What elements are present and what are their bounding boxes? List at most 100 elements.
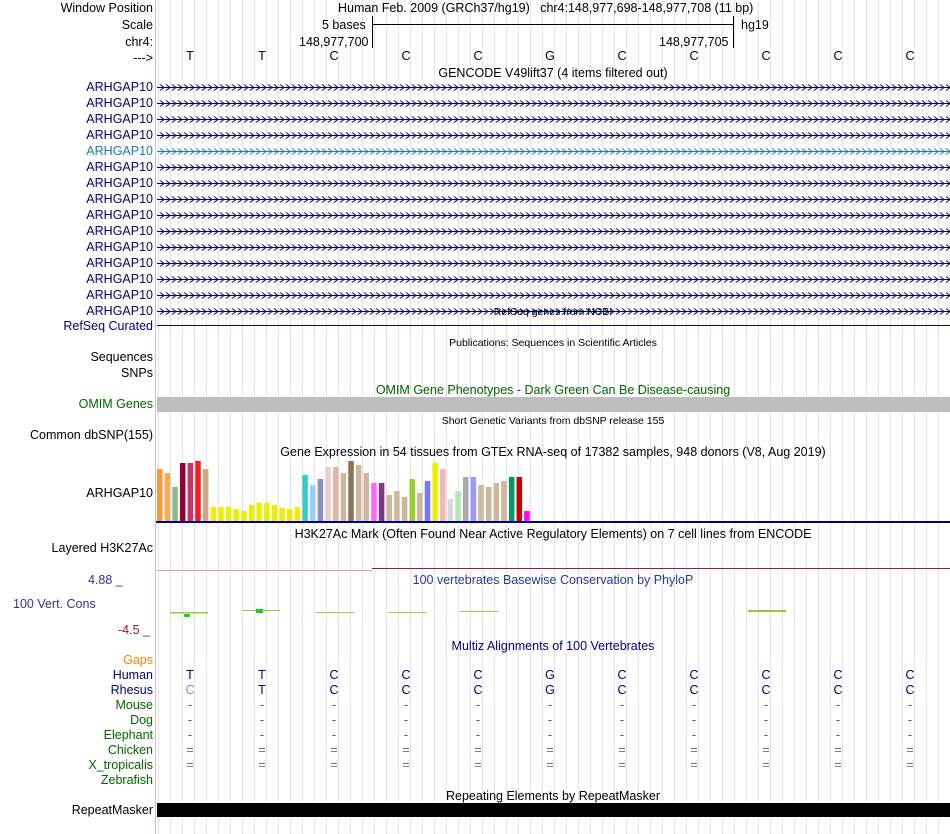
gencode-gene-feature[interactable] (157, 99, 950, 108)
repeatmasker-track-label[interactable]: RepeatMasker (71, 803, 153, 817)
gencode-gene-label[interactable]: ARHGAP10 (86, 256, 153, 270)
gtex-tissue-bar[interactable] (355, 465, 362, 521)
gtex-tissue-bar[interactable] (279, 508, 285, 521)
gtex-tissue-bar[interactable] (195, 461, 201, 521)
gtex-tissue-bar[interactable] (218, 507, 224, 521)
gtex-tissue-bar[interactable] (317, 479, 324, 521)
gtex-tissue-bar[interactable] (179, 463, 186, 521)
gtex-tissue-bar[interactable] (417, 493, 423, 521)
gtex-tissue-bar[interactable] (409, 479, 415, 521)
gtex-tissue-bar[interactable] (202, 469, 209, 521)
gtex-tissue-bar[interactable] (294, 507, 301, 521)
gencode-gene-label[interactable]: ARHGAP10 (86, 160, 153, 174)
refseq-track-title[interactable]: RefSeq genes from NCBI (493, 306, 613, 318)
gtex-tissue-bar[interactable] (386, 495, 393, 521)
gencode-gene-feature[interactable] (157, 179, 950, 188)
multiz-species-label[interactable]: Mouse (115, 698, 153, 712)
multiz-species-label[interactable]: Rhesus (110, 683, 153, 697)
dbsnp-track-title[interactable]: Short Genetic Variants from dbSNP releas… (441, 415, 665, 427)
gtex-tissue-bar[interactable] (516, 477, 523, 521)
gtex-tissue-bar[interactable] (241, 511, 247, 521)
gtex-tissue-bar[interactable] (233, 509, 240, 521)
phylop-track-title[interactable]: 100 vertebrates Basewise Conservation by… (412, 573, 694, 587)
gencode-gene-label[interactable]: ARHGAP10 (86, 288, 153, 302)
gtex-tissue-bar[interactable] (271, 505, 278, 521)
gtex-tissue-bar[interactable] (157, 469, 163, 521)
gtex-tissue-bar[interactable] (432, 463, 438, 521)
gtex-tissue-bar[interactable] (455, 491, 461, 521)
omim-track-label[interactable]: OMIM Genes (78, 397, 153, 411)
multiz-species-label[interactable]: Dog (130, 713, 153, 727)
gencode-gene-feature[interactable] (157, 227, 950, 236)
gtex-tissue-bar[interactable] (447, 499, 454, 521)
gtex-tissue-bar[interactable] (508, 477, 515, 521)
gencode-gene-feature[interactable] (157, 83, 950, 92)
multiz-species-label[interactable]: Human (112, 668, 153, 682)
gencode-gene-feature[interactable] (157, 147, 950, 156)
phylop-track-label[interactable]: 100 Vert. Cons (13, 597, 96, 611)
gencode-gene-feature[interactable] (157, 243, 950, 252)
gencode-gene-feature[interactable] (157, 211, 950, 220)
gencode-gene-label[interactable]: ARHGAP10 (86, 144, 153, 158)
gtex-tissue-bar[interactable] (172, 487, 178, 521)
gtex-tissue-bar[interactable] (478, 485, 484, 521)
gtex-tissue-bar[interactable] (164, 473, 171, 521)
gencode-gene-feature[interactable] (157, 259, 950, 268)
multiz-species-label[interactable]: Chicken (107, 743, 153, 757)
gtex-tissue-bar[interactable] (463, 477, 469, 521)
gtex-tissue-bar[interactable] (302, 475, 308, 521)
gencode-gene-label[interactable]: ARHGAP10 (86, 192, 153, 206)
publications-track-title[interactable]: Publications: Sequences in Scientific Ar… (449, 337, 657, 349)
gtex-tissue-bar[interactable] (332, 467, 339, 521)
gtex-tissue-bar[interactable] (340, 473, 347, 521)
omim-gene-bar[interactable] (157, 397, 950, 412)
publications-label-sequences[interactable]: Sequences (90, 350, 153, 364)
gtex-tissue-bar[interactable] (401, 497, 408, 521)
gencode-gene-label[interactable]: ARHGAP10 (86, 224, 153, 238)
gencode-gene-feature[interactable] (157, 163, 950, 172)
gtex-tissue-bar[interactable] (310, 485, 316, 521)
gtex-track-label[interactable]: ARHGAP10 (86, 486, 153, 500)
gtex-tissue-bar[interactable] (210, 507, 217, 521)
repeatmasker-element-bar[interactable] (157, 803, 950, 817)
gtex-tissue-bar[interactable] (424, 481, 431, 521)
gtex-tissue-bar[interactable] (256, 503, 262, 521)
gencode-gene-feature[interactable] (157, 195, 950, 204)
gtex-track-title[interactable]: Gene Expression in 54 tissues from GTEx … (280, 445, 826, 459)
gtex-tissue-bar[interactable] (378, 483, 385, 521)
gencode-gene-feature[interactable] (157, 275, 950, 284)
multiz-gaps-label[interactable]: Gaps (123, 653, 153, 667)
gencode-gene-feature[interactable] (157, 115, 950, 124)
gencode-gene-label[interactable]: ARHGAP10 (86, 272, 153, 286)
omim-track-title[interactable]: OMIM Gene Phenotypes - Dark Green Can Be… (375, 383, 731, 397)
gencode-gene-label[interactable]: ARHGAP10 (86, 96, 153, 110)
gtex-tissue-bar[interactable] (187, 463, 194, 521)
multiz-species-label[interactable]: X_tropicalis (88, 758, 153, 772)
gtex-tissue-bar[interactable] (493, 483, 500, 521)
gtex-tissue-bar[interactable] (248, 505, 255, 521)
gtex-tissue-bar[interactable] (394, 491, 400, 521)
multiz-species-label[interactable]: Zebrafish (100, 773, 153, 787)
gencode-gene-feature[interactable] (157, 131, 950, 140)
gtex-tissue-bar[interactable] (440, 469, 446, 521)
gencode-gene-label[interactable]: ARHGAP10 (86, 80, 153, 94)
refseq-track-label[interactable]: RefSeq Curated (63, 319, 153, 333)
gtex-tissue-bar[interactable] (225, 507, 232, 521)
gencode-gene-label[interactable]: ARHGAP10 (86, 208, 153, 222)
gencode-track-title[interactable]: GENCODE V49lift37 (4 items filtered out) (438, 66, 668, 80)
gtex-tissue-bar[interactable] (348, 461, 354, 521)
gtex-tissue-bar[interactable] (524, 511, 530, 521)
gtex-tissue-bar[interactable] (501, 481, 507, 521)
gencode-gene-label[interactable]: ARHGAP10 (86, 112, 153, 126)
gtex-tissue-bar[interactable] (325, 467, 331, 521)
gtex-tissue-bar[interactable] (485, 487, 492, 521)
gtex-tissue-bar[interactable] (470, 477, 477, 521)
gencode-gene-feature[interactable] (157, 307, 950, 316)
repeatmasker-track-title[interactable]: Repeating Elements by RepeatMasker (445, 789, 660, 803)
gtex-tissue-bar[interactable] (371, 483, 377, 521)
dbsnp-track-label[interactable]: Common dbSNP(155) (30, 428, 153, 442)
h3k27ac-track-title[interactable]: H3K27Ac Mark (Often Found Near Active Re… (294, 527, 812, 541)
gencode-gene-label[interactable]: ARHGAP10 (86, 128, 153, 142)
gtex-expression-chart[interactable] (156, 458, 950, 524)
gencode-gene-label[interactable]: ARHGAP10 (86, 176, 153, 190)
